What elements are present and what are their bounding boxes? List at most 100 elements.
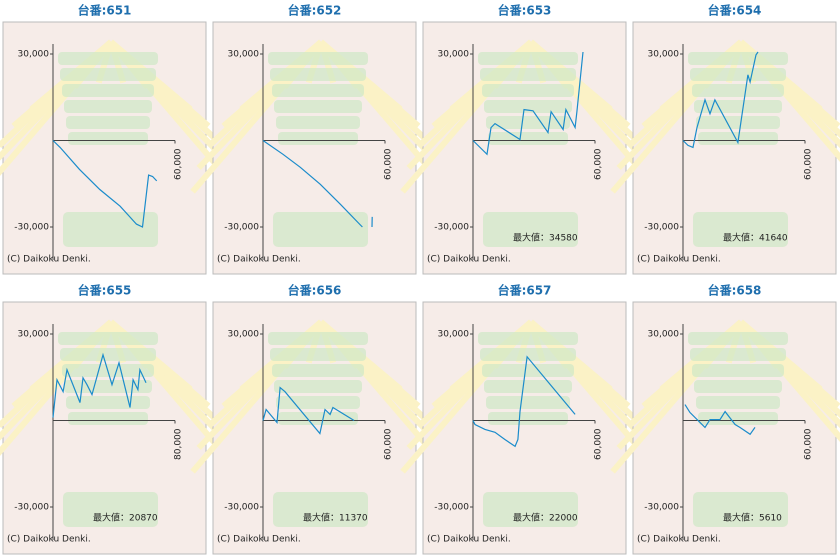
copyright: (C) Daikoku Denki.: [427, 535, 511, 545]
decor-tray: [488, 132, 568, 145]
decor-tray: [272, 364, 364, 377]
decor-ray: [610, 320, 744, 474]
chart-title: 台番:653: [498, 3, 552, 18]
decor-tray: [66, 116, 150, 129]
chart-panel: 台番:657 30,000 -30,000 60,000 最大値：22000 (C) Da…: [400, 283, 662, 555]
y-tick-label: -30,000: [14, 503, 49, 513]
decor-tray: [278, 132, 358, 145]
copyright: (C) Daikoku Denki.: [217, 255, 301, 265]
decor-tray: [688, 332, 788, 345]
y-tick-label: 30,000: [228, 50, 260, 60]
copyright: (C) Daikoku Denki.: [637, 255, 721, 265]
decor-ray: [610, 40, 744, 194]
decor-tray: [692, 364, 784, 377]
decor-tray: [270, 68, 366, 81]
copyright: (C) Daikoku Denki.: [427, 255, 511, 265]
data-line: [52, 140, 158, 228]
decor-ray: [400, 40, 534, 194]
chart-title: 台番:658: [708, 283, 762, 298]
decor-tray: [484, 100, 572, 113]
decor-tray: [268, 52, 368, 65]
decor-tray: [64, 100, 152, 113]
decor-tray: [482, 364, 574, 377]
y-tick-label: -30,000: [644, 223, 679, 233]
decor-tray: [484, 380, 572, 393]
decor-tray: [690, 68, 786, 81]
decor-tray: [62, 84, 154, 97]
decor-tray: [68, 412, 148, 425]
data-line: [52, 352, 147, 418]
decor-tray: [694, 100, 782, 113]
decor-ray: [0, 40, 114, 176]
decor-tray: [273, 492, 368, 527]
y-tick-label: -30,000: [434, 503, 469, 513]
y-tick-label: -30,000: [224, 223, 259, 233]
x-tick-label: 60,000: [804, 148, 814, 180]
x-tick-label: 60,000: [594, 428, 604, 460]
chart-title: 台番:655: [78, 283, 132, 298]
x-tick-label: 60,000: [594, 148, 604, 180]
decor-tray: [478, 52, 578, 65]
data-line: [262, 140, 373, 228]
max-value-label: 最大値：22000: [513, 512, 578, 524]
x-tick-label: 60,000: [384, 428, 394, 460]
decor-tray: [274, 380, 362, 393]
decor-tray: [693, 492, 788, 527]
chart-panel: 台番:656 30,000 -30,000 60,000 最大値：11370 (C) Da…: [190, 283, 452, 555]
y-tick-label: -30,000: [14, 223, 49, 233]
max-value-label: 最大値：5610: [723, 512, 782, 524]
y-tick-label: 30,000: [18, 330, 50, 340]
data-line: [262, 386, 355, 435]
chart-title: 台番:657: [498, 283, 552, 298]
y-tick-label: 30,000: [648, 330, 680, 340]
decor-tray: [60, 68, 156, 81]
decor-tray: [274, 100, 362, 113]
decor-tray: [270, 348, 366, 361]
decor-tray: [278, 412, 358, 425]
decor-tray: [480, 68, 576, 81]
decor-tray: [63, 492, 158, 527]
data-line: [472, 51, 584, 156]
copyright: (C) Daikoku Denki.: [637, 535, 721, 545]
decor-tray: [68, 132, 148, 145]
y-tick-label: -30,000: [224, 503, 259, 513]
data-line: [684, 404, 756, 436]
chart-panel: 台番:654 30,000 -30,000 60,000 最大値：41640 (C) Da…: [610, 3, 840, 275]
y-tick-label: 30,000: [438, 330, 470, 340]
decor-tray: [486, 396, 570, 409]
decor-tray: [482, 84, 574, 97]
chart-title: 台番:652: [288, 3, 342, 18]
max-value-label: 最大値：11370: [303, 512, 368, 524]
y-tick-label: 30,000: [438, 50, 470, 60]
y-tick-label: 30,000: [18, 50, 50, 60]
decor-tray: [694, 380, 782, 393]
chart-panel: 台番:653 30,000 -30,000 60,000 最大値：34580 (C) Da…: [400, 3, 662, 275]
chart-panel: 台番:651 30,000 -30,000 60,000 (C) Daikoku Den…: [0, 3, 242, 275]
data-line: [472, 355, 576, 448]
decor-ray: [400, 320, 534, 474]
decor-tray: [483, 212, 578, 247]
chart-panel: 台番:652 30,000 -30,000 60,000 (C) Daikoku Den…: [190, 3, 452, 275]
x-tick-label: 60,000: [384, 148, 394, 180]
y-tick-label: 30,000: [648, 50, 680, 60]
chart-panel: 台番:655 30,000 -30,000 80,000 最大値：20870 (C) Da…: [0, 283, 242, 555]
decor-tray: [488, 412, 568, 425]
max-value-label: 最大値：41640: [723, 232, 788, 244]
y-tick-label: -30,000: [434, 223, 469, 233]
copyright: (C) Daikoku Denki.: [217, 535, 301, 545]
decor-tray: [276, 396, 360, 409]
decor-tray: [692, 84, 784, 97]
chart-title: 台番:651: [78, 3, 132, 18]
max-value-label: 最大値：20870: [93, 512, 158, 524]
decor-tray: [698, 412, 778, 425]
x-tick-label: 80,000: [174, 428, 184, 460]
decor-tray: [272, 84, 364, 97]
chart-panel: 台番:658 30,000 -30,000 60,000 最大値：5610 (C) Dai…: [610, 283, 840, 555]
decor-tray: [273, 212, 368, 247]
decor-tray: [480, 348, 576, 361]
x-tick-label: 60,000: [174, 148, 184, 180]
decor-tray: [478, 332, 578, 345]
decor-tray: [688, 52, 788, 65]
chart-title: 台番:656: [288, 283, 342, 298]
